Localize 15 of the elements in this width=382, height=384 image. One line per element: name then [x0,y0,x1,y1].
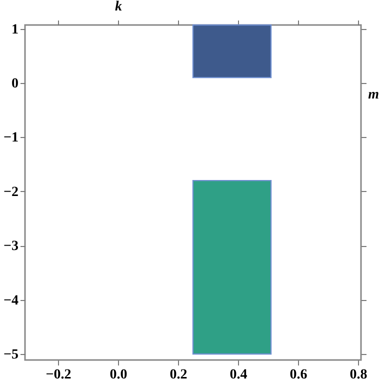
x-tick-label: 0.6 [290,368,308,382]
x-tick-label: −0.2 [46,368,72,382]
x-tick-label: 0.4 [230,368,248,382]
x-tick-label: 0.0 [110,368,128,382]
y-tick-label: 1 [12,22,18,38]
y-tick-label: −2 [4,184,18,200]
y-tick-label: −5 [4,348,18,363]
y-tick-label: 0 [12,76,18,92]
y-axis-title: k [115,0,122,14]
x-tick-label: 0.8 [350,368,368,382]
x-tick-label: 0.2 [170,368,188,382]
y-tick-label: −1 [4,130,18,146]
y-tick-label: −4 [4,293,18,308]
y-tick-label: −3 [4,239,18,254]
x-axis-title: m [368,88,380,102]
